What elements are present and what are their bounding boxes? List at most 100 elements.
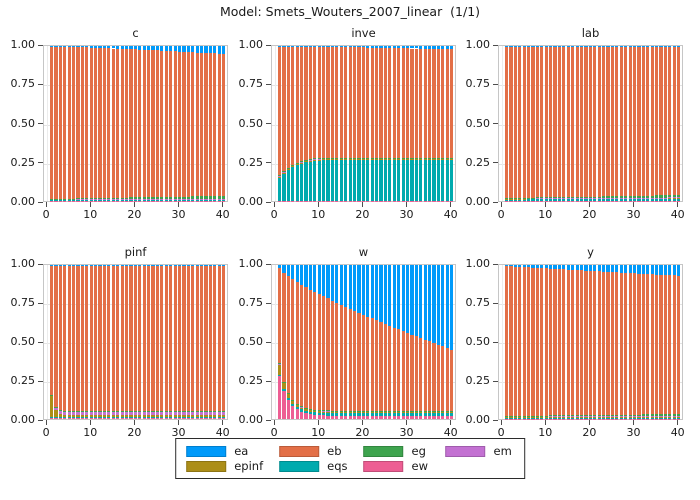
segment-ea (610, 265, 615, 273)
segment-em (67, 411, 71, 416)
segment-ea (405, 265, 410, 333)
segment-eqs (562, 198, 566, 201)
segment-eqs (663, 198, 668, 201)
y-tick-label: 0.25 (465, 155, 491, 169)
segment-eqs (401, 159, 405, 201)
y-tick-mark (266, 44, 271, 46)
segment-em (208, 411, 213, 416)
segment-eqs (553, 198, 557, 201)
segment-eg (668, 195, 672, 198)
segment-eg (208, 196, 213, 200)
segment-eb (579, 46, 584, 197)
x-tick-mark (406, 202, 408, 207)
bar-h39 (445, 46, 449, 201)
segment-epinf (120, 415, 124, 418)
bar-h8 (535, 265, 539, 419)
segment-ea (549, 265, 553, 269)
bar-h18 (124, 265, 129, 419)
segment-ea (504, 265, 509, 267)
segment-em (313, 158, 317, 160)
bar-h12 (326, 265, 330, 419)
segment-eb (663, 275, 668, 415)
segment-eg (571, 415, 575, 417)
bar-h30 (177, 265, 182, 419)
segment-epinf (160, 415, 164, 418)
segment-eb (213, 266, 217, 411)
bar-h10 (544, 46, 548, 201)
segment-eqs (610, 416, 615, 419)
segment-em (357, 411, 361, 412)
segment-eqs (366, 159, 370, 201)
segment-eqs (85, 199, 89, 201)
x-tick-mark (406, 420, 408, 425)
segment-eg (71, 198, 76, 200)
segment-eg (562, 415, 566, 417)
segment-eb (208, 53, 213, 197)
segment-eb (566, 269, 570, 416)
segment-eb (540, 46, 544, 198)
segment-eb (624, 46, 628, 197)
segment-ew (326, 415, 330, 419)
y-tick-mark (266, 123, 271, 124)
segment-eqs (151, 199, 155, 201)
plot-area (271, 45, 456, 202)
segment-eqs (383, 159, 388, 201)
gridline (502, 265, 504, 419)
segment-eb (602, 271, 606, 415)
x-tick-mark (450, 202, 452, 207)
segment-eb (593, 46, 597, 197)
segment-eg (672, 195, 676, 198)
segment-eqs (535, 416, 539, 419)
subplot-title-y: y (587, 245, 594, 259)
segment-ea (111, 46, 115, 49)
subplot-y: y 0.00 0.25 0.50 0.75 1.00 0 10 20 30 40 (466, 245, 685, 439)
segment-ea (151, 46, 155, 51)
bar-h30 (177, 46, 182, 201)
segment-ea (535, 265, 539, 268)
segment-eg (646, 414, 650, 417)
segment-eb (602, 46, 606, 197)
segment-eg (169, 196, 173, 200)
plot-area (498, 264, 683, 420)
bar-h34 (423, 46, 427, 201)
segment-ew (295, 409, 299, 419)
segment-epinf (213, 415, 217, 418)
segment-eb (571, 46, 575, 197)
segment-ea (602, 265, 606, 272)
segment-em (432, 157, 436, 160)
segment-eb (191, 52, 195, 197)
segment-ea (344, 46, 348, 48)
bar-h1 (504, 46, 509, 201)
bar-h35 (428, 265, 432, 419)
segment-em (304, 160, 308, 162)
segment-eqs (213, 199, 217, 201)
segment-em (160, 411, 164, 416)
bar-h6 (526, 46, 531, 201)
bar-h1 (277, 265, 282, 419)
bar-h1 (49, 46, 54, 201)
segment-eg (650, 195, 654, 198)
segment-ea (571, 265, 575, 270)
bar-h5 (522, 265, 526, 419)
x-tick-mark (633, 202, 635, 207)
segment-eb (375, 320, 379, 411)
segment-eqs (160, 417, 164, 419)
bar-h4 (518, 265, 522, 419)
segment-ea (177, 265, 182, 267)
segment-ea (375, 46, 379, 48)
segment-eb (102, 266, 107, 411)
x-tick-label: 30 (626, 208, 641, 221)
segment-ea (80, 46, 84, 48)
segment-ew (129, 418, 133, 419)
bar-h11 (322, 265, 326, 419)
segment-ea (213, 46, 217, 54)
segment-eb (562, 46, 566, 197)
segment-ew (441, 415, 445, 419)
segment-eb (450, 49, 454, 158)
segment-eb (445, 49, 449, 158)
segment-eqs (151, 417, 155, 419)
segment-eqs (357, 413, 361, 416)
y-tick-mark (38, 201, 43, 203)
segment-eb (606, 46, 610, 197)
segment-em (344, 157, 348, 160)
